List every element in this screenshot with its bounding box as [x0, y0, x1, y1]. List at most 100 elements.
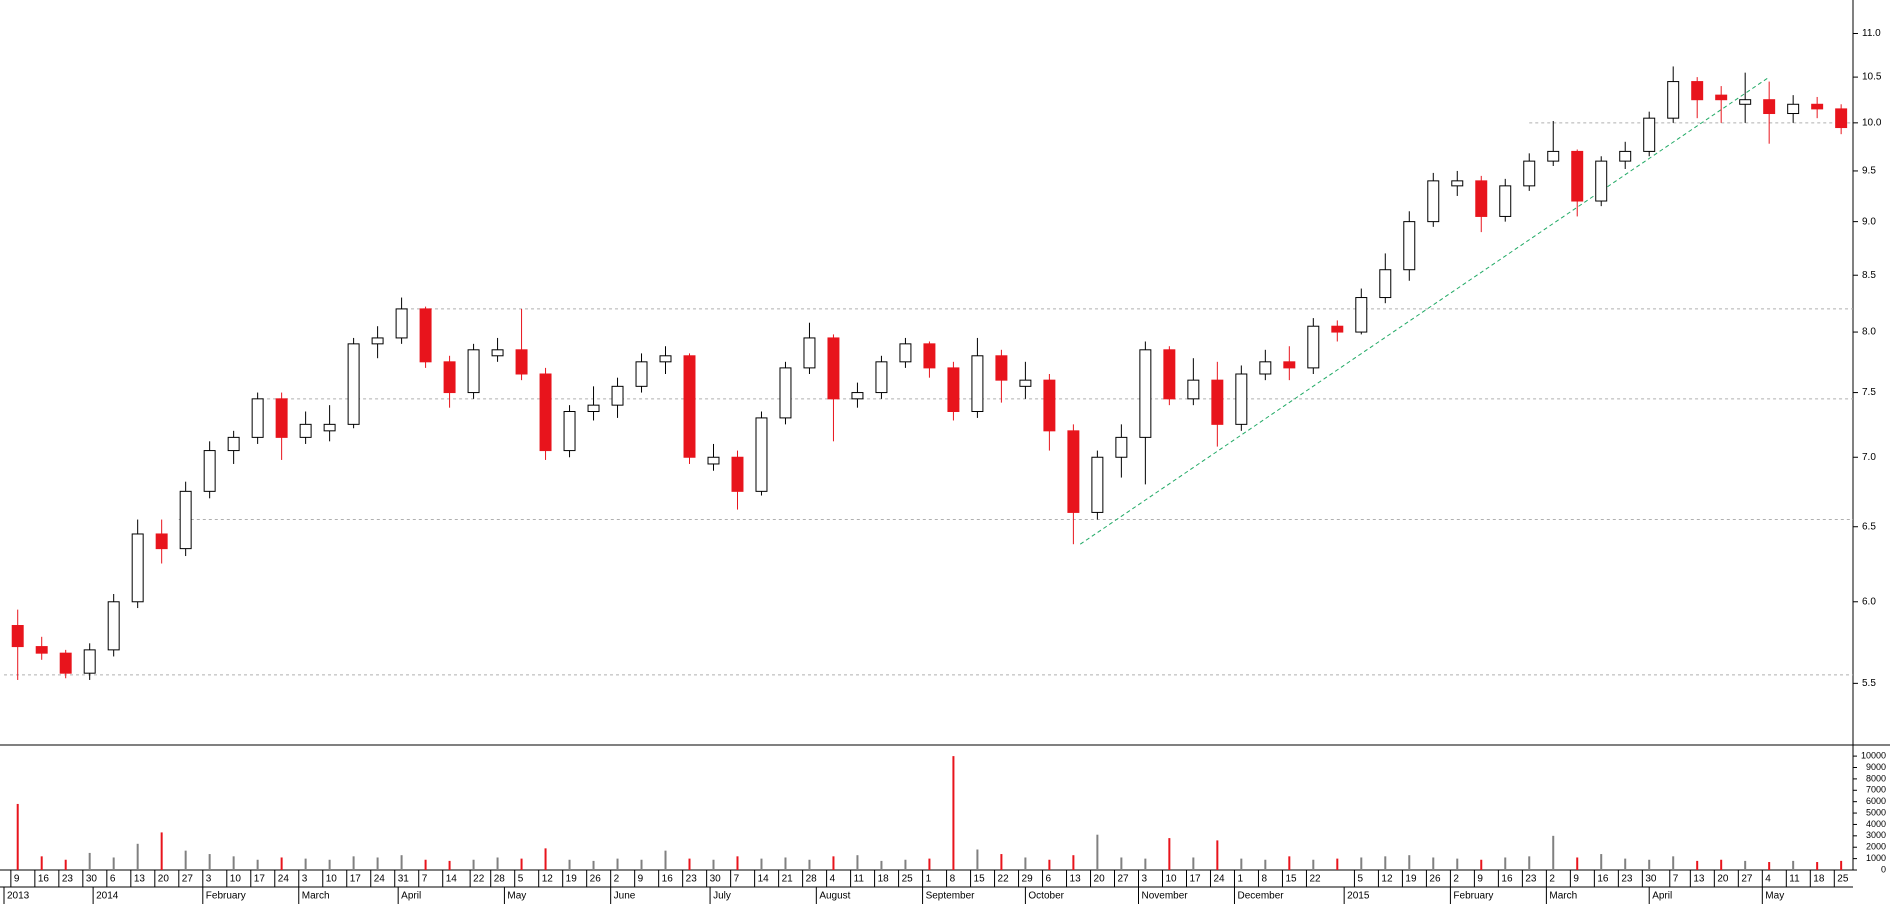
volume-bar [1048, 859, 1051, 870]
volume-bar [160, 832, 163, 870]
x-tick-label: 24 [374, 874, 386, 885]
candle-body [515, 349, 528, 375]
volume-bar [1384, 856, 1387, 870]
x-tick-label: 10 [230, 874, 242, 885]
candle-body [491, 349, 504, 357]
x-tick-label: 17 [350, 874, 362, 885]
candle-body [587, 404, 600, 413]
volume-bar [1408, 855, 1411, 870]
volume-bar [880, 860, 883, 870]
x-tick-label: 8 [1261, 874, 1267, 885]
volume-bar [1312, 859, 1315, 870]
y-tick-label: 7.0 [1862, 452, 1876, 463]
volume-bar [400, 855, 403, 870]
x-tick-label: 12 [542, 874, 554, 885]
volume-bar [1264, 859, 1267, 870]
month-label: 2013 [7, 891, 30, 902]
volume-tick-label: 2000 [1866, 842, 1886, 852]
x-tick-label: 29 [1022, 874, 1034, 885]
x-tick-label: 14 [446, 874, 458, 885]
candle-body [635, 361, 648, 387]
volume-bar [328, 859, 331, 870]
volume-bar [1432, 857, 1435, 870]
volume-bar [88, 852, 91, 870]
volume-bar [952, 756, 955, 870]
x-tick-label: 20 [1094, 874, 1106, 885]
volume-bar [304, 858, 307, 870]
candle-body [1379, 269, 1392, 299]
x-tick-label: 16 [1501, 874, 1513, 885]
candle-body [1715, 94, 1728, 101]
candle-body [1307, 325, 1320, 369]
candle-body [1667, 81, 1680, 119]
y-tick-label: 6.5 [1862, 521, 1876, 532]
x-tick-label: 4 [830, 874, 836, 885]
month-label: April [1652, 891, 1672, 902]
month-label: July [713, 891, 731, 902]
candle-body [155, 533, 168, 550]
candle-body [275, 398, 288, 438]
x-tick-label: 26 [1429, 874, 1441, 885]
y-tick-label: 8.5 [1862, 270, 1876, 281]
volume-bar [184, 850, 187, 870]
volume-bar [1744, 860, 1747, 870]
x-tick-label: 22 [1309, 874, 1321, 885]
candle-body [1739, 99, 1752, 105]
volume-bar [1192, 857, 1195, 870]
candle-body [1355, 297, 1368, 333]
candle-body [1547, 150, 1560, 162]
candle-body [11, 625, 24, 648]
x-tick-label: 2 [1549, 874, 1555, 885]
candle-body [1763, 99, 1776, 115]
trend-line [1079, 76, 1770, 545]
candle-body [1451, 180, 1464, 187]
candle-body [947, 367, 960, 413]
candle-body [1211, 379, 1224, 425]
x-tick-label: 6 [110, 874, 116, 885]
candle-body [1499, 185, 1512, 217]
volume-bar [208, 854, 211, 870]
candle-body [875, 361, 888, 394]
volume-bar [856, 855, 859, 870]
volume-bar [1792, 860, 1795, 870]
x-tick-label: 28 [806, 874, 818, 885]
x-tick-label: 5 [1357, 874, 1363, 885]
x-tick-label: 22 [473, 874, 485, 885]
y-tick-label: 11.0 [1862, 28, 1881, 39]
candle-body [371, 337, 384, 345]
candle-body [467, 349, 480, 394]
volume-bar [832, 856, 835, 870]
volume-tick-label: 4000 [1866, 819, 1886, 829]
volume-bar [928, 858, 931, 870]
x-tick-label: 25 [1837, 874, 1849, 885]
month-label: August [819, 891, 850, 902]
volume-tick-label: 0 [1881, 864, 1886, 874]
candle-body [323, 423, 336, 432]
x-tick-label: 27 [182, 874, 194, 885]
candle-body [1595, 160, 1608, 202]
x-tick-label: 13 [1070, 874, 1082, 885]
month-label: December [1237, 891, 1284, 902]
candle-body [1259, 361, 1272, 375]
x-tick-label: 13 [134, 874, 146, 885]
x-tick-label: 9 [1477, 874, 1483, 885]
volume-bar [1504, 857, 1507, 870]
x-tick-label: 20 [158, 874, 170, 885]
volume-bar [808, 859, 811, 870]
x-tick-label: 9 [14, 874, 20, 885]
volume-bar [1456, 858, 1459, 870]
x-tick-label: 5 [518, 874, 524, 885]
month-label: 2014 [96, 891, 119, 902]
volume-bar [1600, 854, 1603, 870]
volume-bar [64, 859, 67, 870]
candle-body [995, 355, 1008, 381]
volume-bar [1336, 858, 1339, 870]
candle-body [1091, 456, 1104, 513]
candle-body [659, 355, 672, 363]
candle-body [1427, 180, 1440, 223]
volume-bar [1240, 858, 1243, 870]
volume-bar [1024, 857, 1027, 870]
candle-body [419, 308, 432, 363]
x-tick-label: 23 [1621, 874, 1633, 885]
candle-body [923, 343, 936, 369]
